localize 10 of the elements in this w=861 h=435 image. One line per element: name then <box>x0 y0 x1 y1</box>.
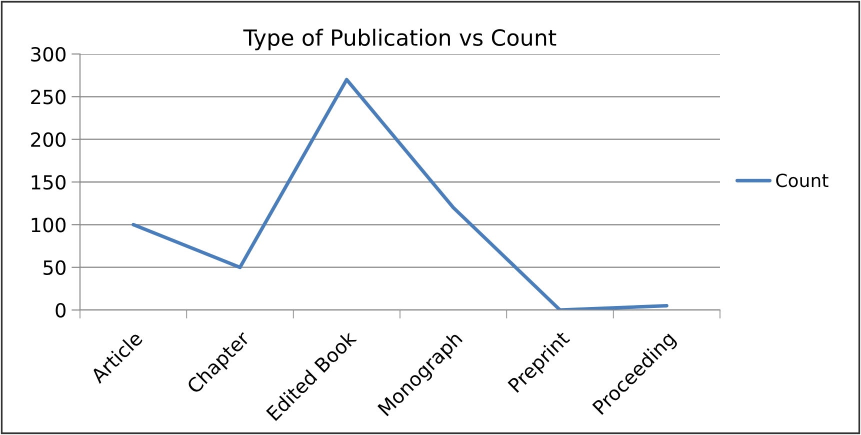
line-series <box>132 78 668 310</box>
y-tick-label: 0 <box>56 302 66 318</box>
y-tick-label: 300 <box>31 46 66 62</box>
y-tick-label: 50 <box>44 260 66 275</box>
y-tick-label: 250 <box>31 90 66 104</box>
y-tick-label: 150 <box>32 174 66 190</box>
legend-label: Count <box>776 174 828 188</box>
chart-title: Type of Publication vs Count <box>243 28 556 50</box>
y-tick-label: 100 <box>32 218 66 232</box>
y-tick-label: 200 <box>31 132 66 147</box>
